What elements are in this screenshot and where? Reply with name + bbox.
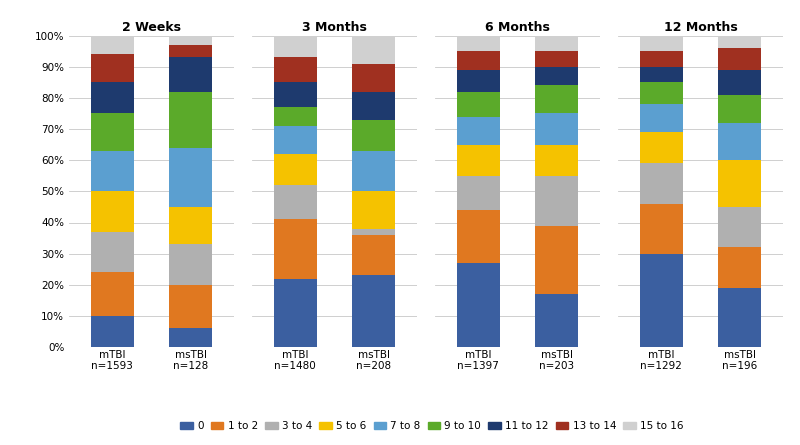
Legend: 0, 1 to 2, 3 to 4, 5 to 6, 7 to 8, 9 to 10, 11 to 12, 13 to 14, 15 to 16: 0, 1 to 2, 3 to 4, 5 to 6, 7 to 8, 9 to … [176,417,688,435]
Bar [274,219,317,279]
Bar [169,207,212,244]
Bar [457,210,500,263]
Bar [457,92,500,117]
Bar [457,176,500,210]
Bar [352,64,395,92]
Bar [640,82,683,104]
Bar [90,272,134,316]
Bar [274,107,317,126]
Bar [640,36,683,51]
Bar [274,57,317,82]
Bar [352,191,395,229]
Bar [718,207,762,247]
Bar [352,275,395,347]
Bar [640,204,683,254]
Bar [169,57,212,92]
Title: 3 Months: 3 Months [302,21,367,34]
Bar [169,285,212,328]
Bar [169,148,212,207]
Bar [352,36,395,64]
Bar [90,191,134,232]
Bar [718,70,762,95]
Bar [535,145,578,176]
Bar [718,247,762,288]
Bar [274,279,317,347]
Bar [457,145,500,176]
Bar [718,48,762,70]
Bar [535,176,578,226]
Bar [90,232,134,272]
Bar [718,160,762,207]
Bar [535,36,578,51]
Bar [352,120,395,151]
Bar [718,95,762,123]
Title: 2 Weeks: 2 Weeks [122,21,181,34]
Bar [90,316,134,347]
Title: 12 Months: 12 Months [664,21,738,34]
Bar [640,51,683,67]
Bar [274,185,317,219]
Bar [718,36,762,48]
Bar [457,70,500,92]
Bar [169,92,212,148]
Bar [274,36,317,57]
Bar [274,82,317,107]
Bar [535,294,578,347]
Bar [352,229,395,235]
Bar [535,113,578,145]
Bar [535,85,578,113]
Bar [640,132,683,163]
Bar [457,263,500,347]
Title: 6 Months: 6 Months [485,21,550,34]
Bar [90,54,134,82]
Bar [352,92,395,120]
Bar [274,154,317,185]
Bar [169,36,212,45]
Bar [169,45,212,57]
Bar [457,117,500,145]
Bar [640,67,683,82]
Bar [718,123,762,160]
Bar [640,104,683,132]
Bar [535,67,578,85]
Bar [90,113,134,151]
Bar [90,36,134,54]
Bar [169,244,212,285]
Bar [457,36,500,51]
Bar [535,51,578,67]
Bar [90,82,134,113]
Bar [90,151,134,191]
Bar [718,288,762,347]
Bar [640,254,683,347]
Bar [352,235,395,275]
Bar [535,226,578,294]
Bar [352,151,395,191]
Bar [169,328,212,347]
Bar [457,51,500,70]
Bar [640,163,683,204]
Bar [274,126,317,154]
